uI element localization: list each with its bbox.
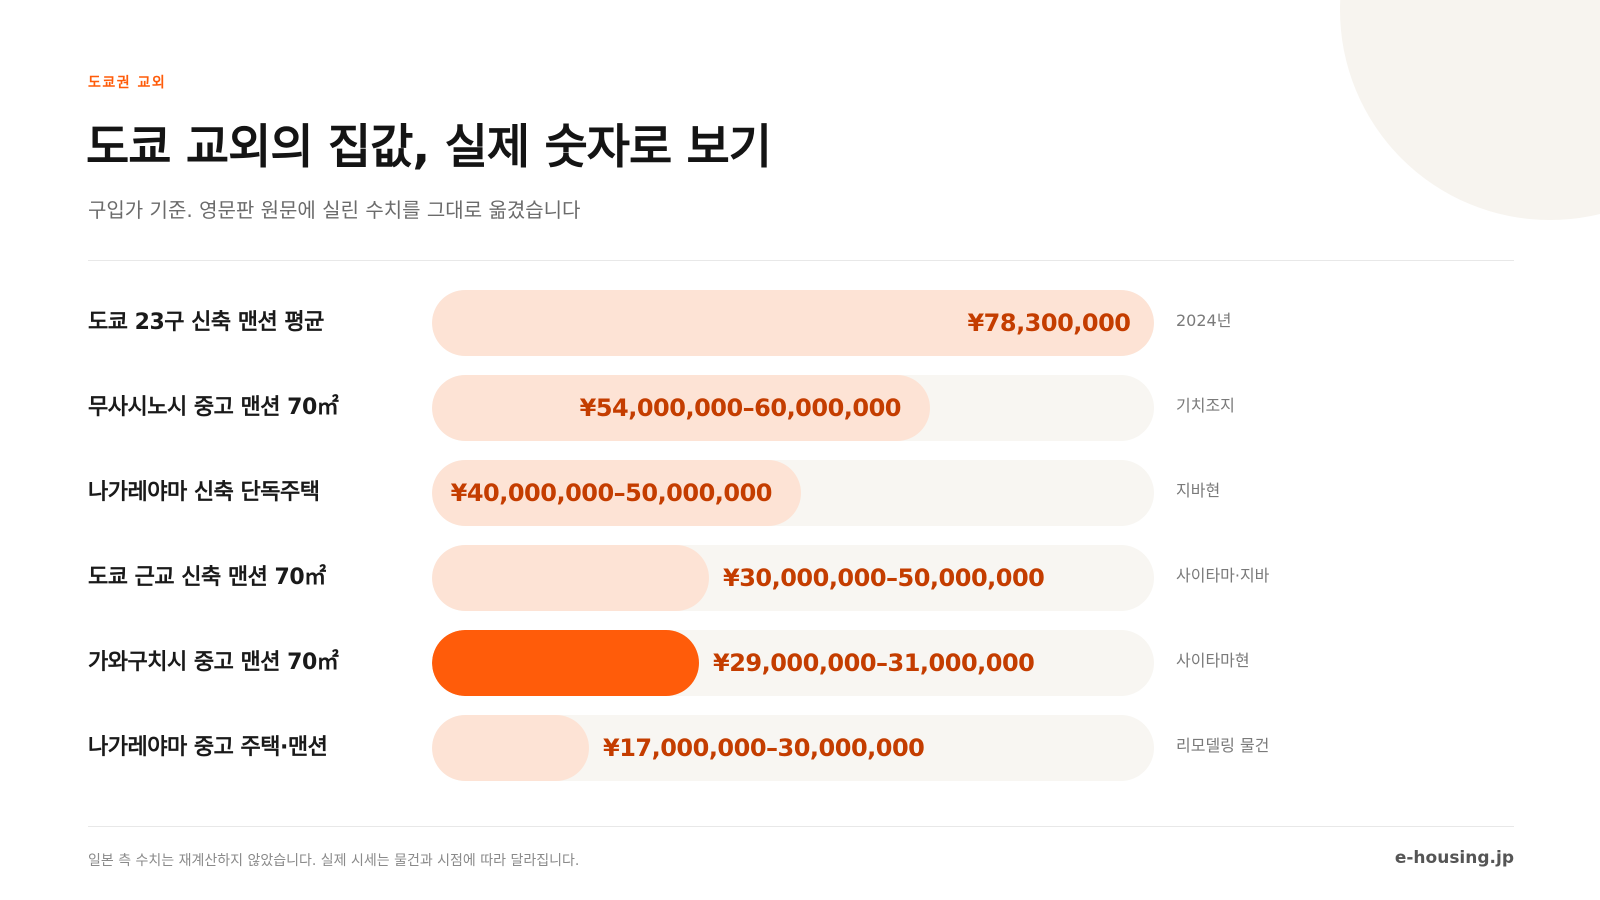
bar-track [432,545,1154,611]
bar [432,460,801,526]
row-note: 사이타마·지바 [1176,566,1270,585]
bar-track [432,715,1154,781]
category-label: 도쿄 23구 신축 맨션 평균 [88,310,324,335]
bar-track [432,290,1154,356]
brand-label: e-housing.jp [1394,848,1514,868]
value-label: ¥40,000,000–50,000,000 [450,479,773,507]
highlighted-bar [432,630,699,696]
page-subtitle: 구입가 기준. 영문판 원문에 실린 수치를 그대로 옮겼습니다 [88,198,581,222]
category-label: 나가레야마 중고 주택·맨션 [88,735,328,760]
row-note: 기치조지 [1176,396,1235,415]
category-label: 나가레야마 신축 단독주택 [88,480,320,505]
bar [432,290,1154,356]
row-note: 2024년 [1176,311,1232,330]
bar-track [432,375,1154,441]
eyebrow-label: 도쿄권 교외 [88,75,167,91]
value-label: ¥54,000,000–60,000,000 [579,394,902,422]
category-label: 가와구치시 중고 맨션 70㎡ [88,650,339,675]
top-divider [88,260,1514,261]
row-note: 리모델링 물건 [1176,736,1270,755]
bar-track [432,630,1154,696]
decorative-circle [1340,0,1600,220]
chart-row: 나가레야마 신축 단독주택 ¥40,000,000–50,000,000 지바현 [0,460,1600,526]
chart-row: 나가레야마 중고 주택·맨션 ¥17,000,000–30,000,000 리모델링… [0,715,1600,781]
row-note: 지바현 [1176,481,1221,500]
category-label: 무사시노시 중고 맨션 70㎡ [88,395,339,420]
footnote: 일본 측 수치는 재계산하지 않았습니다. 실제 시세는 물건과 시점에 따라 … [88,853,580,869]
row-note: 사이타마현 [1176,651,1250,670]
bottom-divider [88,826,1514,827]
value-label: ¥17,000,000–30,000,000 [603,734,925,762]
bar [432,545,709,611]
page-title: 도쿄 교외의 집값, 실제 숫자로 보기 [86,120,772,175]
chart-row: 가와구치시 중고 맨션 70㎡ ¥29,000,000–31,000,000 사이타… [0,630,1600,696]
chart-row: 도쿄 23구 신축 맨션 평균 ¥78,300,000 2024년 [0,290,1600,356]
chart-row: 도쿄 근교 신축 맨션 70㎡ ¥30,000,000–50,000,000 사이타… [0,545,1600,611]
chart-row: 무사시노시 중고 맨션 70㎡ ¥54,000,000–60,000,000 기치조… [0,375,1600,441]
bar [432,375,930,441]
bar-track [432,460,1154,526]
bar [432,715,589,781]
category-label: 도쿄 근교 신축 맨션 70㎡ [88,565,326,590]
value-label: ¥78,300,000 [967,309,1131,337]
value-label: ¥29,000,000–31,000,000 [713,649,1035,677]
value-label: ¥30,000,000–50,000,000 [723,564,1045,592]
